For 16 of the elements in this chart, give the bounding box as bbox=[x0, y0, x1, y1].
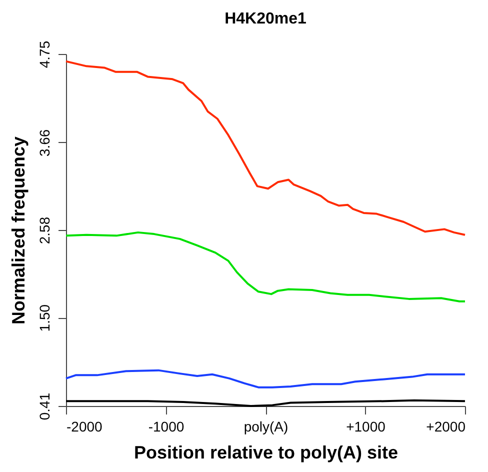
y-axis-title: Normalized frequency bbox=[8, 136, 28, 325]
x-tick-label: -2000 bbox=[66, 418, 103, 434]
line-series bbox=[65, 231, 466, 302]
y-tick-label: 3.66 bbox=[36, 129, 52, 157]
x-axis-title: Position relative to poly(A) site bbox=[134, 442, 398, 462]
x-tick-label: -1000 bbox=[148, 418, 184, 434]
y-tick-label: 4.75 bbox=[36, 40, 52, 68]
y-tick-label: 0.41 bbox=[36, 392, 52, 420]
x-tick-label: +2000 bbox=[426, 418, 466, 434]
y-tick-label: 1.50 bbox=[36, 304, 52, 332]
x-tick-label: +1000 bbox=[346, 418, 386, 434]
x-tick-label: poly(A) bbox=[244, 418, 288, 434]
y-tick-label: 2.58 bbox=[36, 216, 52, 244]
chart-title: H4K20me1 bbox=[224, 10, 307, 28]
line-series bbox=[65, 369, 466, 388]
line-series bbox=[65, 60, 466, 236]
